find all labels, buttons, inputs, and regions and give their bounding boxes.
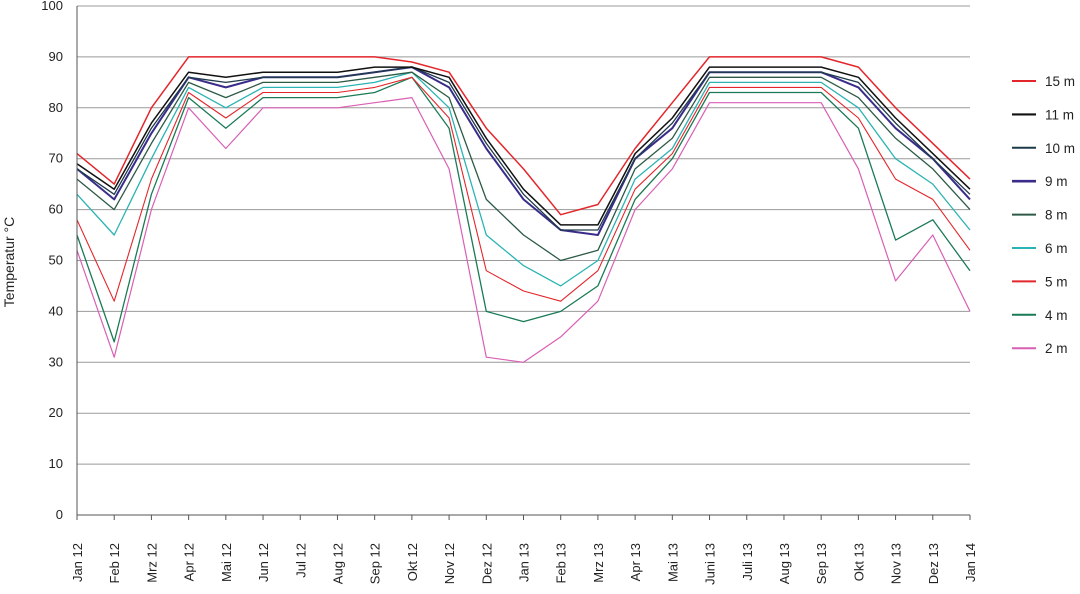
legend-label: 5 m	[1045, 274, 1068, 289]
y-tick-label: 20	[49, 405, 63, 420]
legend-label: 11 m	[1045, 107, 1074, 122]
x-tick-label: Juni 13	[703, 543, 718, 585]
legend-item: 15 m	[1012, 74, 1075, 89]
legend-item: 8 m	[1012, 208, 1068, 223]
legend: 15 m 11 m 10 m 9 m 8 m 6 m 5 m 4 m 2 m	[1012, 74, 1075, 356]
series-line-15m	[76, 56, 971, 216]
legend-item: 9 m	[1012, 174, 1068, 189]
x-tick-label: Apr 12	[182, 543, 197, 581]
x-tick-label: Jan 13	[517, 543, 532, 582]
y-axis-label: Temperatur °C	[1, 217, 17, 307]
x-tick-label: Sep 13	[814, 543, 829, 584]
legend-label: 8 m	[1045, 208, 1068, 223]
legend-item: 4 m	[1012, 308, 1068, 323]
x-tick-label: Mai 12	[219, 543, 234, 582]
axes	[76, 6, 970, 516]
legend-label: 15 m	[1045, 74, 1075, 89]
x-tick-label: Feb 12	[107, 543, 122, 583]
x-axis-ticks: Jan 12 Feb 12 Mrz 12 Apr 12 Mai 12 Jun 12 Jul …	[70, 515, 978, 585]
series-line-5m	[76, 76, 971, 302]
series-lines	[76, 56, 971, 363]
y-tick-label: 0	[56, 507, 63, 522]
legend-label: 2 m	[1045, 341, 1068, 356]
y-tick-label: 80	[49, 100, 63, 115]
y-tick-label: 60	[49, 202, 63, 217]
y-axis-ticks: 0 10 20 30 40 50 60 70 80 90 100	[41, 0, 63, 522]
series-line-11m	[76, 66, 971, 226]
series-line-8m	[76, 71, 971, 262]
x-tick-label: Dez 13	[926, 543, 941, 584]
legend-item: 10 m	[1012, 141, 1075, 156]
x-tick-label: Mai 13	[665, 543, 680, 582]
x-tick-label: Sep 12	[368, 543, 383, 584]
y-tick-label: 100	[41, 0, 63, 13]
y-tick-label: 10	[49, 456, 63, 471]
y-tick-label: 70	[49, 151, 63, 166]
legend-label: 10 m	[1045, 141, 1075, 156]
x-tick-label: Okt 12	[405, 543, 420, 581]
x-tick-label: Mrz 12	[144, 543, 159, 583]
legend-label: 4 m	[1045, 308, 1068, 323]
y-tick-label: 30	[49, 354, 63, 369]
x-tick-label: Aug 13	[777, 543, 792, 584]
x-tick-label: Feb 13	[554, 543, 569, 583]
y-tick-label: 90	[49, 49, 63, 64]
legend-label: 6 m	[1045, 241, 1068, 256]
x-tick-label: Dez 12	[479, 543, 494, 584]
x-tick-label: Jan 12	[70, 543, 85, 582]
x-tick-label: Jun 12	[256, 543, 271, 582]
x-tick-label: Juli 13	[740, 543, 755, 581]
legend-label: 9 m	[1045, 174, 1068, 189]
x-tick-label: Okt 13	[851, 543, 866, 581]
x-tick-label: Aug 12	[330, 543, 345, 584]
x-tick-label: Jan 14	[963, 543, 978, 582]
legend-item: 5 m	[1012, 274, 1068, 289]
series-line-10m	[76, 66, 971, 231]
x-tick-label: Mrz 13	[591, 543, 606, 583]
legend-item: 11 m	[1012, 107, 1074, 122]
y-tick-label: 40	[49, 303, 63, 318]
series-line-2m	[76, 96, 971, 363]
x-tick-label: Nov 12	[442, 543, 457, 584]
legend-item: 2 m	[1012, 341, 1068, 356]
series-line-4m	[76, 76, 971, 343]
series-line-6m	[76, 71, 971, 287]
x-tick-label: Nov 13	[889, 543, 904, 584]
x-tick-label: Jul 12	[293, 543, 308, 578]
x-tick-label: Apr 13	[628, 543, 643, 581]
legend-item: 6 m	[1012, 241, 1068, 256]
y-tick-label: 50	[49, 253, 63, 268]
